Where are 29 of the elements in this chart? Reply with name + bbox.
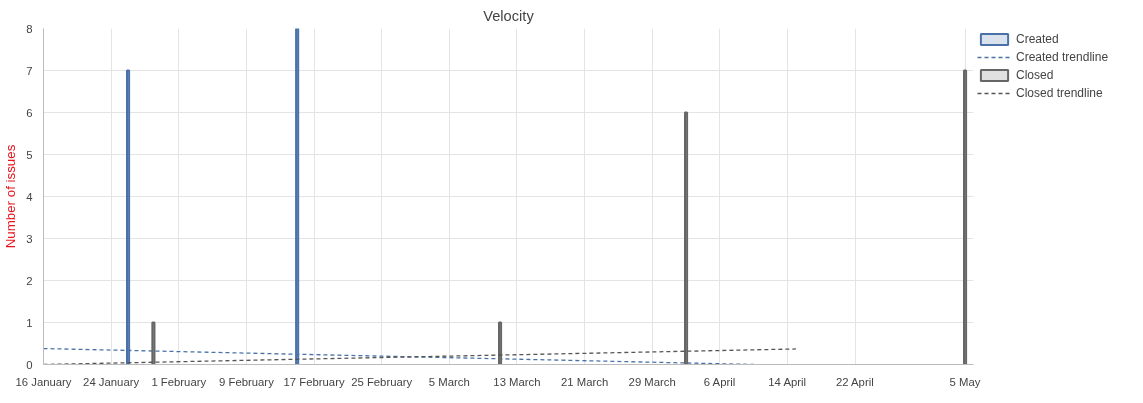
x-tick-label: 9 February [219,375,275,388]
x-tick-label: 5 March [428,375,470,388]
x-tick-label: 13 March [493,375,541,388]
y-tick-label: 3 [26,232,33,245]
legend-label: Closed [1016,68,1054,82]
x-tick-label: 1 February [151,375,207,388]
y-tick-label: 0 [26,358,33,371]
x-tick-label: 29 March [628,375,676,388]
y-tick-label: 1 [26,316,33,329]
y-tick-label: 2 [26,274,33,287]
x-tick-label: 21 March [560,375,609,388]
y-tick-label: 5 [26,148,33,161]
x-tick-label: 17 February [283,375,345,388]
x-tick-label: 5 May [949,375,981,388]
y-tick-label: 8 [26,22,33,35]
y-tick-label: 6 [26,106,33,119]
legend-label: Created trendline [1016,50,1109,64]
x-tick-label: 16 January [15,375,72,388]
x-tick-label: 14 April [768,375,807,388]
y-axis-title: Number of issues [3,144,19,249]
y-tick-label: 4 [26,190,33,203]
x-tick-label: 24 January [83,375,140,388]
x-tick-label: 22 April [835,375,874,388]
legend-label: Closed trendline [1016,86,1103,100]
x-tick-label: 6 April [703,375,736,388]
y-tick-label: 7 [26,64,33,77]
chart-title: Velocity [483,7,535,24]
x-tick-label: 25 February [351,375,413,388]
legend-label: Created [1016,32,1059,46]
